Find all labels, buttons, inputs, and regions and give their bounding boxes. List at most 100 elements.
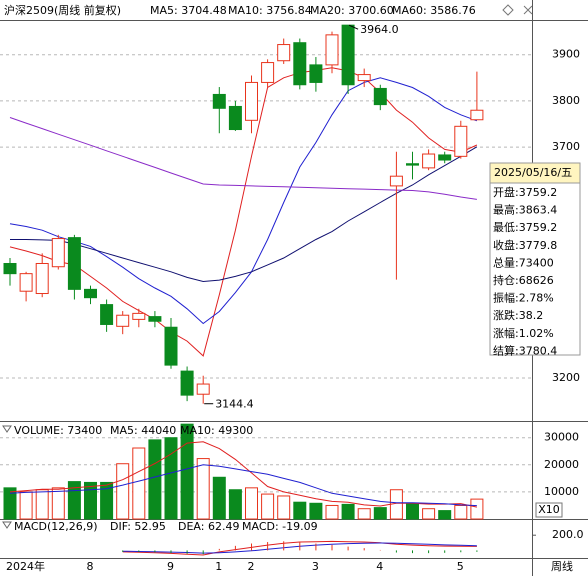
candle-body	[406, 163, 419, 166]
period-label: 周线	[551, 559, 573, 573]
info-date: 2025/05/16/五	[494, 166, 572, 179]
candle-body	[293, 42, 307, 86]
legend-entry: MA10: 49300	[180, 424, 253, 437]
y-tick-label: 200.0	[552, 528, 584, 541]
y-tick-label: 3200	[552, 371, 580, 384]
volume-bar	[196, 458, 210, 520]
candle-body	[470, 109, 484, 121]
y-tick-label: 20000	[544, 458, 579, 471]
candle-body	[164, 326, 178, 366]
volume-title: VOLUME: 73400	[14, 424, 102, 437]
volume-bar	[325, 504, 339, 520]
legend-entry: MA5: 3704.48	[150, 4, 227, 17]
info-panel-bg	[489, 162, 581, 356]
candle-body	[325, 34, 339, 66]
info-row: 开盘:3759.2	[493, 185, 557, 199]
candle-body	[100, 304, 114, 325]
candle-body	[438, 154, 452, 161]
info-row: 持仓:68626	[493, 273, 554, 287]
volume-bar	[35, 489, 49, 520]
y-tick-label: 30000	[544, 431, 579, 444]
x-tick-label: 1	[215, 560, 222, 573]
candle-body	[19, 273, 33, 292]
y-tick-label: 3900	[552, 48, 580, 61]
legend-entry: MACD: -19.09	[242, 520, 318, 533]
info-row: 振幅:2.78%	[493, 291, 554, 305]
info-row: 结算:3780.4	[493, 343, 557, 357]
volume-ma-line	[9, 441, 478, 508]
volume-bar	[245, 487, 258, 520]
candle-body	[180, 370, 194, 396]
annotation-line	[348, 24, 359, 30]
ma-line	[9, 77, 478, 325]
collapse-icon[interactable]	[2, 521, 12, 529]
candle-body	[261, 62, 275, 83]
legend-entry: MA5: 44040	[110, 424, 176, 437]
legend-entry: MA10: 3756.84	[228, 4, 312, 17]
candle-body	[132, 312, 146, 320]
ma-line	[9, 117, 477, 200]
volume-bar	[373, 507, 387, 520]
candle-body	[309, 64, 323, 83]
candle-body	[245, 81, 258, 121]
x-tick-label: 4	[376, 560, 383, 573]
volume-ma-line	[9, 464, 477, 507]
ma-line	[9, 67, 478, 357]
x-tick-label: 2	[248, 560, 255, 573]
volume-bar	[261, 493, 275, 520]
diamond-icon[interactable]	[502, 4, 514, 16]
collapse-icon[interactable]	[2, 425, 12, 433]
volume-bar	[212, 476, 226, 520]
candle-body	[84, 288, 97, 299]
candle-body	[228, 105, 242, 131]
volume-bar	[116, 463, 130, 520]
candle-body	[454, 125, 468, 157]
volume-bar	[164, 437, 178, 520]
annotation: 3144.4	[215, 398, 254, 411]
volume-bar	[406, 502, 419, 520]
unit-box	[535, 502, 563, 518]
x-tick-label: 5	[457, 560, 464, 573]
x-tick-label: 9	[167, 560, 174, 573]
candle-body	[212, 93, 226, 109]
volume-unit: X10	[538, 503, 560, 516]
volume-bar	[51, 487, 65, 520]
candle-body	[196, 383, 210, 395]
volume-bar	[84, 481, 97, 520]
legend-entry: MA20: 3700.60	[310, 4, 394, 17]
info-row: 总量:73400	[493, 255, 554, 269]
candle-body	[373, 87, 387, 106]
y-tick-label: 3700	[552, 140, 580, 153]
volume-bar	[357, 508, 371, 520]
volume-bar	[100, 481, 114, 520]
legend-entry: DEA: 62.49	[178, 520, 239, 533]
volume-bar	[3, 487, 17, 520]
macd-title: MACD(12,26,9)	[14, 520, 98, 533]
candle-body	[35, 262, 49, 295]
volume-bar	[148, 439, 162, 520]
close-icon[interactable]	[523, 5, 533, 15]
volume-bar	[293, 501, 307, 520]
legend-entry: DIF: 52.95	[110, 520, 166, 533]
candle-body	[357, 74, 371, 82]
volume-bar	[454, 504, 468, 520]
info-row: 最低:3759.2	[493, 221, 557, 234]
info-date-box	[489, 162, 581, 184]
candle-body	[67, 237, 81, 290]
legend-entry: MA60: 3586.76	[392, 4, 476, 17]
candle-body	[3, 262, 17, 275]
volume-bar	[422, 508, 436, 520]
volume-bar	[228, 489, 242, 520]
volume-bar	[19, 491, 33, 520]
candle-body	[422, 153, 436, 169]
info-row: 收盘:3779.8	[493, 238, 557, 252]
volume-bar	[277, 495, 291, 520]
candle-body	[341, 24, 355, 86]
ma-line	[10, 146, 478, 283]
info-row: 最高:3863.4	[493, 203, 557, 217]
candle-body	[148, 316, 162, 322]
info-row: 涨幅:1.02%	[493, 327, 554, 340]
annotation: 3964.0	[360, 23, 399, 36]
